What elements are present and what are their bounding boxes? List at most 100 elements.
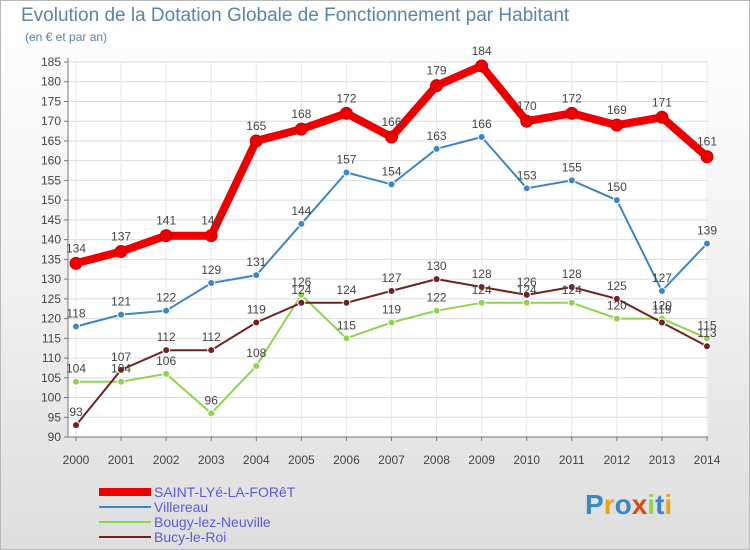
x-tick-label: 2005 xyxy=(288,453,315,467)
data-point xyxy=(567,298,576,307)
data-point xyxy=(477,298,486,307)
data-point xyxy=(612,294,621,303)
y-tick-label: 125 xyxy=(41,292,61,306)
data-label: 124 xyxy=(336,283,356,297)
data-point xyxy=(339,106,353,120)
data-label: 171 xyxy=(652,95,672,109)
data-point xyxy=(297,219,306,228)
data-point xyxy=(610,118,624,132)
data-point xyxy=(387,180,396,189)
data-label: 107 xyxy=(111,350,131,364)
data-point xyxy=(297,290,306,299)
y-tick-label: 175 xyxy=(41,94,61,108)
y-tick-label: 150 xyxy=(41,193,61,207)
data-point xyxy=(522,184,531,193)
y-tick-label: 100 xyxy=(41,391,61,405)
data-label: 129 xyxy=(201,263,221,277)
y-tick-label: 130 xyxy=(41,272,61,286)
x-tick-label: 2001 xyxy=(108,453,135,467)
data-label: 93 xyxy=(69,405,83,419)
data-point xyxy=(297,298,306,307)
data-point xyxy=(703,334,711,343)
data-label: 154 xyxy=(381,164,401,178)
y-tick-label: 165 xyxy=(41,134,61,148)
data-point xyxy=(252,318,261,327)
data-label: 172 xyxy=(562,91,582,105)
y-tick-label: 90 xyxy=(48,430,62,444)
data-point xyxy=(520,114,534,128)
legend-swatch xyxy=(99,506,151,508)
data-label: 127 xyxy=(381,271,401,285)
data-label: 166 xyxy=(472,117,492,131)
data-point xyxy=(249,134,263,148)
y-tick-label: 105 xyxy=(41,371,61,385)
data-point xyxy=(159,229,173,243)
data-point xyxy=(162,369,171,378)
data-label: 120 xyxy=(607,299,627,313)
data-point xyxy=(162,306,171,315)
legend-swatch xyxy=(99,536,151,538)
data-label: 126 xyxy=(291,275,311,289)
data-point xyxy=(565,106,579,120)
data-point xyxy=(114,244,128,258)
data-label: 169 xyxy=(607,103,627,117)
data-point xyxy=(700,150,714,164)
data-label: 184 xyxy=(472,44,492,58)
legend-label: Bougy-lez-Neuville xyxy=(154,514,271,530)
legend-label: SAINT-LYé-LA-FORêT xyxy=(154,484,296,500)
y-tick-label: 180 xyxy=(41,75,61,89)
legend-label: Villereau xyxy=(154,499,209,515)
data-label: 124 xyxy=(291,283,311,297)
data-label: 112 xyxy=(202,330,221,344)
x-tick-label: 2003 xyxy=(198,453,225,467)
data-point xyxy=(655,110,669,124)
data-point xyxy=(72,322,80,331)
data-point xyxy=(207,346,216,355)
data-label: 134 xyxy=(66,241,86,255)
y-tick-label: 95 xyxy=(48,410,62,424)
data-label: 139 xyxy=(697,224,717,238)
data-label: 157 xyxy=(336,153,356,167)
data-point xyxy=(385,130,398,144)
x-tick-label: 2014 xyxy=(694,453,721,467)
data-point xyxy=(387,286,396,295)
chart-title: Evolution de la Dotation Globale de Fonc… xyxy=(21,5,570,26)
data-label: 163 xyxy=(427,129,447,143)
logo-letter: r xyxy=(603,489,615,520)
data-point xyxy=(657,286,666,295)
data-label: 128 xyxy=(562,267,582,281)
data-label: 161 xyxy=(697,135,717,149)
data-label: 104 xyxy=(66,362,86,376)
y-tick-label: 145 xyxy=(41,213,61,227)
data-label: 166 xyxy=(381,115,401,129)
data-label: 119 xyxy=(382,303,401,317)
data-label: 122 xyxy=(427,291,447,305)
data-label: 128 xyxy=(472,267,492,281)
y-tick-label: 120 xyxy=(41,312,61,326)
data-label: 150 xyxy=(607,180,627,194)
logo-letter: o xyxy=(614,489,632,520)
y-tick-label: 155 xyxy=(41,173,61,187)
data-label: 108 xyxy=(246,346,266,360)
logo-letter: i xyxy=(664,489,673,520)
legend-swatch xyxy=(99,521,151,523)
x-tick-label: 2007 xyxy=(378,453,405,467)
data-point xyxy=(432,275,441,284)
data-label: 112 xyxy=(157,330,176,344)
data-label: 104 xyxy=(111,362,131,376)
data-label: 130 xyxy=(427,259,447,273)
data-point xyxy=(207,409,216,418)
chart-subtitle: (en € et par an) xyxy=(25,30,108,44)
data-label: 115 xyxy=(337,318,356,332)
data-point xyxy=(567,176,576,185)
data-point xyxy=(294,122,308,136)
data-point xyxy=(522,290,531,299)
data-point xyxy=(477,283,486,291)
data-point xyxy=(204,229,218,243)
data-label: 113 xyxy=(697,326,716,340)
data-label: 124 xyxy=(562,283,582,297)
data-label: 153 xyxy=(517,168,537,182)
proxiti-logo: Proxiti xyxy=(585,489,672,521)
